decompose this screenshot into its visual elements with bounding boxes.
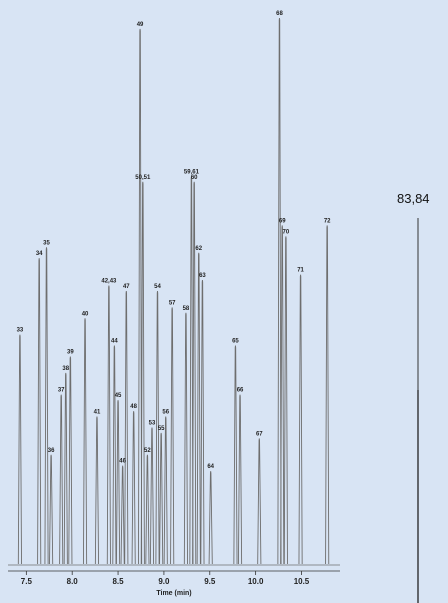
peak-33: [17, 334, 22, 565]
peak-40: [82, 318, 88, 565]
peak-35: [44, 247, 49, 565]
peak-71: [298, 274, 303, 565]
peak-47: [124, 290, 129, 565]
peak-48: [131, 411, 136, 565]
peak-70: [283, 236, 288, 565]
peak-label-68: 68: [276, 11, 283, 17]
peak-64: [208, 471, 213, 565]
peak-label-33: 33: [17, 328, 24, 334]
peak-label-39: 39: [67, 350, 74, 356]
peak-49: [138, 28, 143, 565]
peak-58: [183, 312, 188, 565]
peak-label-34: 34: [36, 251, 43, 257]
peak-label-69: 69: [279, 218, 286, 224]
side-peak-label: 83,84: [397, 191, 430, 206]
peak-label-54: 54: [154, 284, 161, 290]
peak-46: [120, 465, 125, 565]
peak-label-58: 58: [183, 306, 190, 312]
peak-label-37: 37: [58, 388, 65, 394]
peak-label-38: 38: [62, 366, 69, 372]
peak-67: [257, 438, 262, 565]
peak-label-42-43: 42,43: [101, 279, 117, 285]
peak-45: [116, 400, 121, 565]
peak-66: [237, 394, 243, 565]
peak-39: [68, 356, 73, 565]
peak-label-36: 36: [48, 448, 55, 454]
peak-56: [163, 416, 168, 565]
peak-65: [233, 345, 238, 565]
peak-label-59-61: 59,61: [184, 169, 200, 175]
peak-50-51: [140, 181, 145, 565]
peak-label-50-51: 50,51: [135, 175, 151, 181]
peak-69: [280, 225, 285, 565]
x-axis-title: Time (min): [156, 590, 191, 597]
peak-68: [277, 17, 282, 565]
peak-63: [200, 280, 205, 565]
peak-label-71: 71: [297, 268, 304, 274]
peak-label-65: 65: [232, 339, 239, 345]
chromatogram-trace-group: [8, 17, 340, 566]
peak-62: [196, 252, 201, 565]
peak-label-41: 41: [94, 410, 101, 416]
peak-57: [170, 307, 175, 565]
peak-label-45: 45: [115, 393, 122, 399]
peak-label-56: 56: [162, 410, 169, 416]
peak-41: [94, 416, 100, 565]
peak-label-52: 52: [144, 448, 151, 454]
x-tick-label-8: 8.0: [67, 577, 79, 586]
x-tick-label-8.5: 8.5: [112, 577, 124, 586]
x-axis: 7.5 8.0 8.5 9.0 9.5 10.0 10.5: [8, 570, 340, 586]
peak-label-70: 70: [283, 229, 290, 235]
peak-55: [159, 432, 164, 565]
peak-label-63: 63: [199, 273, 206, 279]
peak-label-72: 72: [324, 218, 331, 224]
peak-54: [155, 290, 160, 565]
peak-38: [63, 372, 68, 565]
side-peak: 83,84: [397, 191, 430, 603]
peak-53: [149, 427, 155, 565]
peak-label-66: 66: [237, 388, 244, 394]
x-tick-label-10: 10.0: [248, 577, 264, 586]
peak-label-49: 49: [137, 22, 144, 28]
x-tick-label-10.5: 10.5: [294, 577, 310, 586]
peak-37: [59, 394, 64, 565]
peak-label-55: 55: [158, 426, 165, 432]
peak-label-60: 60: [191, 175, 198, 181]
peak-34: [37, 258, 42, 565]
peak-44: [112, 345, 117, 565]
x-tick-label-9: 9.0: [158, 577, 170, 586]
peak-label-67: 67: [256, 431, 263, 437]
peak-72: [325, 225, 330, 565]
peak-52: [145, 454, 150, 565]
peak-label-40: 40: [82, 311, 89, 317]
peak-label-57: 57: [169, 300, 176, 306]
peak-label-48: 48: [130, 404, 137, 410]
x-tick-label-9.5: 9.5: [204, 577, 216, 586]
peak-label-47: 47: [123, 284, 130, 290]
peak-59-61: [189, 176, 194, 565]
peak-label-44: 44: [111, 339, 118, 345]
peak-label-62: 62: [195, 246, 202, 252]
peak-label-53: 53: [149, 421, 156, 427]
peak-60: [192, 181, 197, 565]
peak-label-35: 35: [43, 240, 50, 246]
peak-42-43: [106, 285, 111, 565]
peak-36: [49, 454, 54, 565]
peak-label-46: 46: [119, 459, 126, 465]
peak-label-64: 64: [207, 464, 214, 470]
x-tick-label-7.5: 7.5: [21, 577, 33, 586]
